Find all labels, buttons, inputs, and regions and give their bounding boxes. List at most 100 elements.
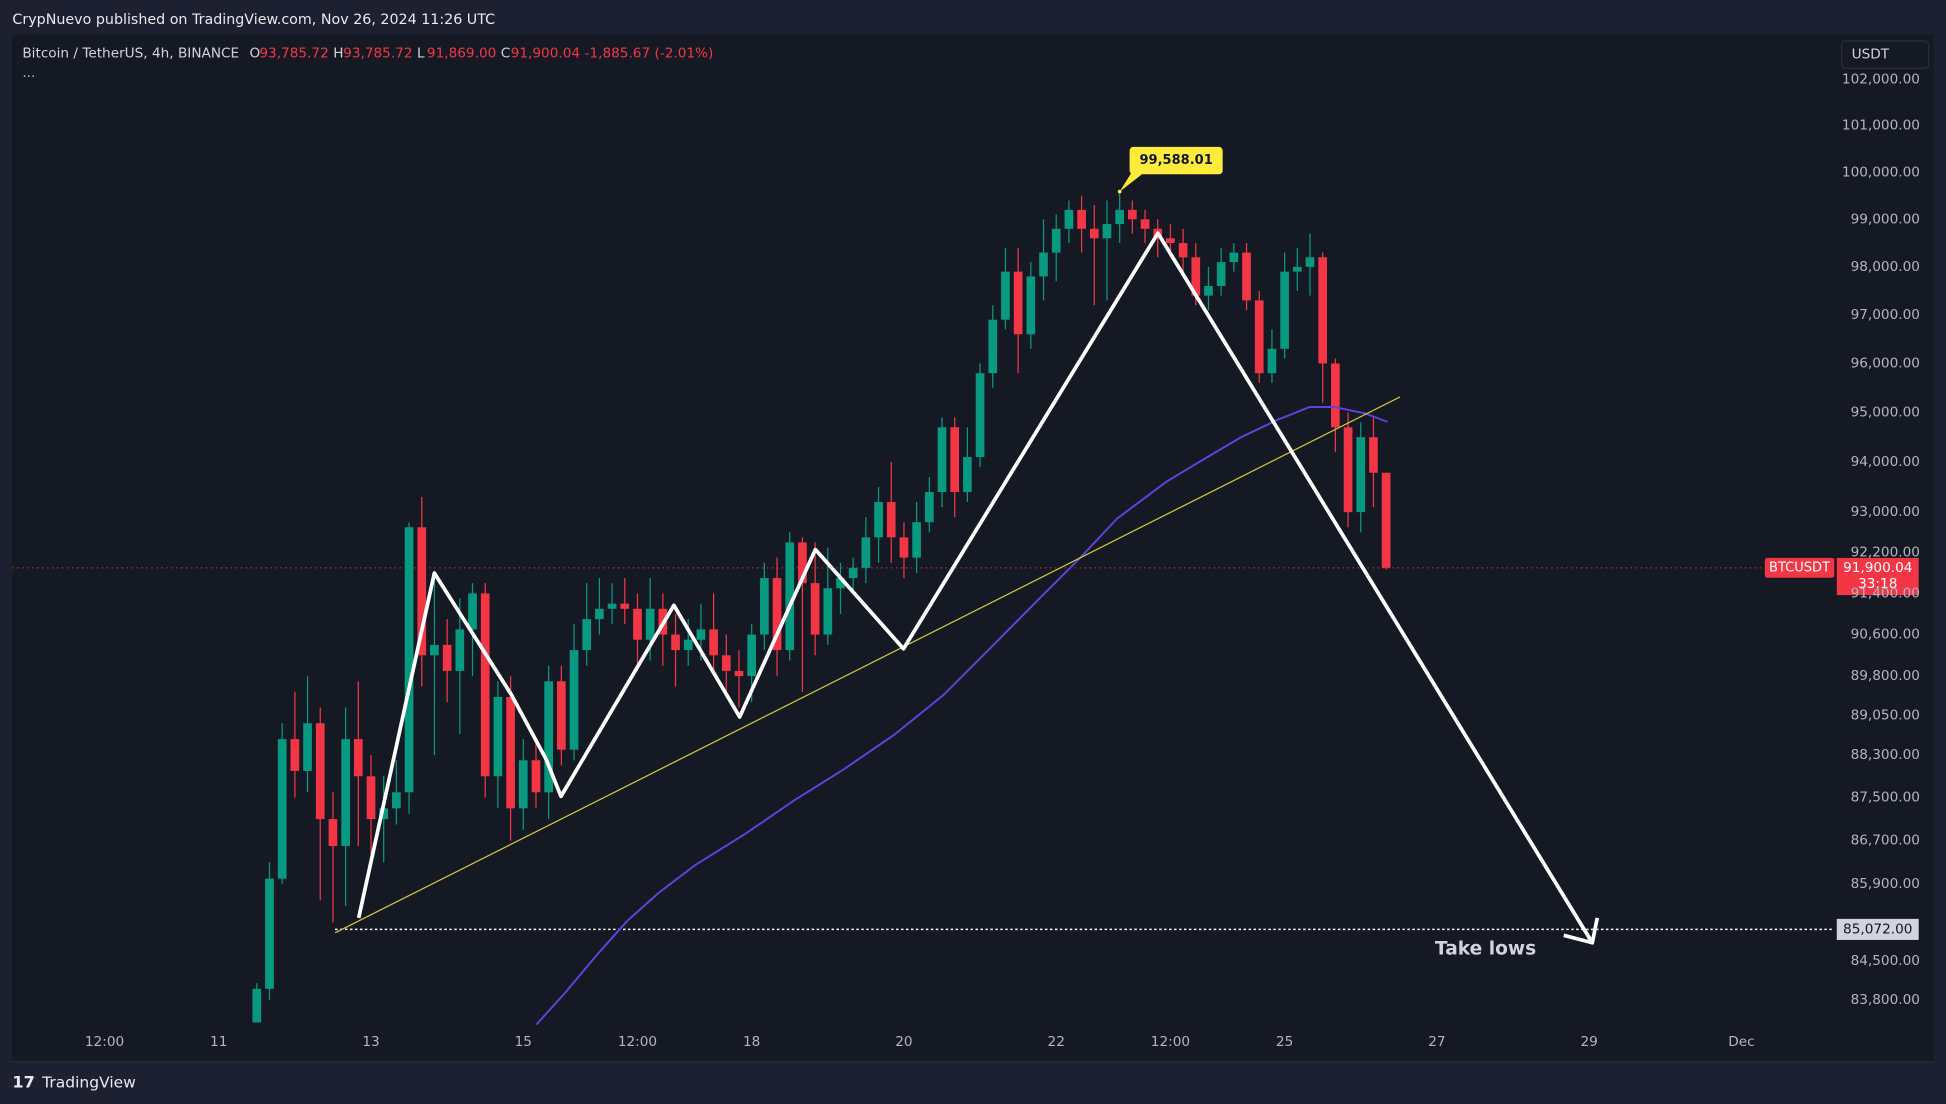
candle-body — [315, 723, 325, 820]
y-tick-label: 91,400.00 — [1851, 585, 1920, 601]
y-tick-label: 87,500.00 — [1851, 790, 1920, 806]
candle-body — [328, 819, 338, 847]
arrow-head — [1563, 917, 1600, 945]
y-tick-label: 95,000.00 — [1851, 404, 1920, 420]
annotation: Take lows — [1435, 938, 1536, 959]
candle-body — [899, 537, 909, 558]
candle-body — [277, 739, 287, 879]
candle-body — [1013, 271, 1023, 335]
candle-body — [544, 681, 553, 793]
candle-body — [1292, 266, 1302, 272]
candle-body — [861, 537, 871, 568]
x-tick-label: Dec — [1728, 1034, 1754, 1050]
candle-body — [836, 578, 845, 589]
candle-body — [1216, 262, 1226, 287]
candle-body — [1331, 363, 1340, 428]
candle-body — [747, 634, 757, 677]
candle-body — [1115, 209, 1124, 225]
candle-body — [1267, 348, 1277, 374]
chart-panel — [12, 34, 1934, 1062]
candle-body — [582, 619, 592, 651]
candle-body — [404, 527, 414, 793]
candle-body — [886, 502, 896, 538]
candle-body — [760, 578, 769, 635]
candle-body — [683, 639, 693, 651]
ohlc-key: L — [417, 45, 425, 61]
countdown: 33:18 — [1858, 576, 1897, 592]
candle-body — [569, 650, 579, 750]
high-label: 99,588.01 — [1139, 153, 1212, 168]
candle-body — [823, 588, 833, 635]
y-tick-label: 90,600.00 — [1851, 627, 1920, 643]
candle-body — [988, 319, 998, 374]
more-icon[interactable]: ··· — [22, 69, 35, 85]
candle-body — [417, 527, 427, 656]
candle-body — [874, 502, 883, 538]
ohlc-legend: O 93,785.72 H 93,785.72 L 91,869.00 C 91,900.04… — [249, 45, 713, 61]
candle-body — [1102, 224, 1112, 239]
x-tick-label: 27 — [1428, 1034, 1445, 1050]
candle-body — [810, 583, 820, 635]
x-tick-label: 13 — [362, 1034, 379, 1050]
candle-body — [506, 697, 515, 809]
change: -1,885.67 (-2.01%) — [585, 45, 714, 61]
candle-body — [963, 457, 972, 493]
candle-body — [1381, 472, 1391, 568]
level-tag — [1836, 918, 1919, 940]
candle-body — [442, 644, 452, 671]
ohlc-key: H — [333, 45, 343, 61]
candle-body — [518, 760, 528, 809]
y-tick-label: 94,000.00 — [1851, 454, 1920, 470]
trendline — [334, 396, 1401, 934]
ohlc-value: 91,869.00 — [427, 45, 496, 61]
candle-body — [468, 593, 477, 630]
x-tick-label: 15 — [515, 1034, 532, 1050]
candle-body — [772, 578, 782, 651]
candle-body — [645, 608, 655, 640]
ticker-tag — [1764, 557, 1835, 578]
candle-body — [556, 681, 566, 750]
x-tick-label: 12:00 — [85, 1034, 124, 1050]
candle-body — [1318, 257, 1328, 364]
callout-box — [1129, 146, 1223, 175]
candle-body — [1166, 238, 1175, 244]
y-tick-label: 96,000.00 — [1851, 355, 1920, 371]
candle-body — [1356, 437, 1366, 513]
candle-body — [709, 629, 718, 656]
candle-body — [975, 373, 985, 458]
candle-body — [1077, 209, 1086, 229]
candle-body — [1242, 252, 1251, 301]
x-tick-label: 18 — [743, 1034, 760, 1050]
currency-box[interactable] — [1841, 40, 1930, 69]
x-tick-label: 12:00 — [1151, 1034, 1190, 1050]
candle-body — [734, 670, 744, 677]
candle-body — [1051, 228, 1061, 253]
candle-body — [1305, 257, 1315, 267]
candle-body — [1140, 219, 1150, 229]
candle-body — [1178, 243, 1188, 258]
moving-average — [535, 405, 1388, 1026]
candle-body — [1254, 300, 1264, 374]
y-tick-label: 100,000.00 — [1842, 164, 1920, 180]
ticker: BTCUSDT — [1769, 560, 1830, 575]
x-tick-label: 12:00 — [618, 1034, 657, 1050]
candle-body — [696, 629, 706, 640]
candle-body — [721, 655, 731, 671]
y-tick-label: 93,000.00 — [1851, 504, 1920, 520]
candle-body — [1064, 209, 1074, 229]
candle-body — [493, 697, 503, 777]
candle-body — [595, 608, 604, 620]
y-tick-label: 85,900.00 — [1851, 876, 1920, 892]
candle-body — [455, 629, 465, 671]
publisher: CrypNuevo published on TradingView.com, … — [12, 12, 495, 28]
candle-body — [290, 739, 300, 771]
candle-body — [1026, 276, 1036, 335]
x-tick-label: 20 — [895, 1034, 912, 1050]
y-tick-label: 88,300.00 — [1851, 747, 1920, 763]
currency[interactable]: USDT — [1852, 47, 1890, 63]
candle-body — [265, 878, 274, 989]
candle-body — [633, 608, 642, 640]
plot — [12, 191, 1835, 1026]
candle-body — [353, 739, 363, 777]
